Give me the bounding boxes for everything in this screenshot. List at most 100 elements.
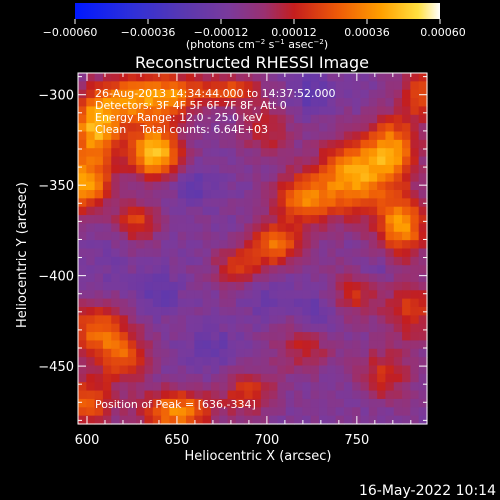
- heatmap-cell: [227, 348, 237, 358]
- heatmap-cell: [385, 407, 395, 417]
- heatmap-cell: [244, 198, 254, 208]
- heatmap-cell: [127, 114, 137, 124]
- heatmap-cell: [202, 281, 212, 291]
- axis-ticks: 600 650 700 750−300−350−400−450: [38, 73, 427, 448]
- heatmap-cell: [102, 332, 112, 342]
- heatmap-cell: [410, 332, 420, 342]
- heatmap-cell: [177, 390, 187, 400]
- heatmap-cell: [161, 281, 171, 291]
- heatmap-cell: [210, 298, 220, 308]
- heatmap-cell: [235, 373, 245, 383]
- heatmap-cell: [186, 148, 195, 158]
- heatmap-cell: [177, 315, 187, 325]
- heatmap-cell: [302, 139, 312, 149]
- heatmap-cell: [318, 332, 328, 342]
- heatmap-cell: [277, 164, 287, 174]
- heatmap-cell: [294, 273, 303, 283]
- heatmap-cell: [327, 398, 337, 408]
- heatmap-cell: [94, 215, 104, 225]
- heatmap-cell: [402, 315, 411, 325]
- heatmap-cell: [418, 81, 428, 91]
- heatmap-cell: [177, 114, 187, 124]
- heatmap-cell: [377, 265, 387, 275]
- heatmap-cell: [377, 415, 387, 425]
- heatmap-cell: [302, 290, 312, 300]
- heatmap-cell: [393, 81, 403, 91]
- heatmap-cell: [285, 223, 295, 233]
- heatmap-cell: [269, 89, 279, 99]
- heatmap-cell: [78, 81, 87, 91]
- heatmap-cell: [393, 273, 403, 283]
- heatmap-cell: [219, 281, 229, 291]
- heatmap-cell: [418, 123, 428, 133]
- heatmap-cell: [177, 382, 187, 392]
- heatmap-cell: [136, 231, 146, 241]
- heatmap-cell: [327, 323, 337, 333]
- heatmap-cell: [127, 398, 137, 408]
- heatmap-cell: [252, 307, 262, 316]
- heatmap-cell: [102, 190, 112, 199]
- heatmap-cell: [194, 131, 204, 141]
- colorbar-tick-label: 0.00060: [420, 26, 466, 39]
- heatmap-cell: [260, 89, 270, 99]
- heatmap-cell: [277, 148, 287, 158]
- heatmap-cell: [302, 198, 312, 208]
- heatmap-cell: [186, 223, 195, 233]
- heatmap-cell: [335, 231, 345, 241]
- heatmap-cell: [78, 231, 87, 241]
- heatmap-cell: [152, 248, 162, 258]
- heatmap-cell: [111, 398, 121, 408]
- heatmap-cell: [327, 315, 337, 325]
- heatmap-cell: [227, 248, 237, 258]
- heatmap-cell: [252, 415, 262, 425]
- heatmap-cell: [310, 89, 320, 99]
- heatmap-cell: [144, 265, 154, 275]
- heatmap-cell: [244, 273, 254, 283]
- heatmap-cell: [302, 81, 312, 91]
- heatmap-cell: [78, 256, 87, 266]
- heatmap-cell: [169, 106, 179, 116]
- heatmap-cell: [352, 357, 362, 367]
- heatmap-cell: [194, 290, 204, 300]
- heatmap-cell: [269, 98, 279, 108]
- heatmap-cell: [177, 156, 187, 166]
- x-tick-label: 700: [254, 433, 279, 448]
- heatmap-cell: [418, 240, 428, 250]
- heatmap-cell: [343, 348, 353, 358]
- heatmap-cell: [169, 365, 179, 375]
- heatmap-cell: [252, 240, 262, 250]
- heatmap-cell: [318, 340, 328, 350]
- heatmap-cell: [410, 198, 420, 208]
- heatmap-cell: [269, 198, 279, 208]
- heatmap-cell: [186, 315, 195, 325]
- heatmap-cell: [294, 164, 303, 174]
- heatmap-cell: [78, 114, 87, 124]
- heatmap-cell: [111, 382, 121, 392]
- heatmap-cell: [102, 123, 112, 133]
- heatmap-cell: [294, 390, 303, 400]
- heatmap-cell: [418, 148, 428, 158]
- heatmap-cell: [161, 156, 171, 166]
- heatmap-cell: [152, 348, 162, 358]
- heatmap-cell: [302, 89, 312, 99]
- heatmap-cell: [418, 357, 428, 367]
- heatmap-cell: [368, 265, 378, 275]
- heatmap-cell: [152, 156, 162, 166]
- heatmap-cell: [335, 173, 345, 183]
- heatmap-cell: [194, 114, 204, 124]
- heatmap-cell: [252, 340, 262, 350]
- heatmap-cell: [186, 156, 195, 166]
- heatmap-cell: [285, 256, 295, 266]
- heatmap-cell: [194, 357, 204, 367]
- heatmap-cell: [368, 131, 378, 141]
- heatmap-cell: [269, 248, 279, 258]
- heatmap-cell: [318, 398, 328, 408]
- heatmap-cell: [78, 398, 87, 408]
- heatmap-cell: [177, 164, 187, 174]
- heatmap-cell: [385, 256, 395, 266]
- heatmap-cell: [393, 340, 403, 350]
- heatmap-cell: [410, 248, 420, 258]
- heatmap-cell: [402, 231, 411, 241]
- heatmap-cell: [368, 357, 378, 367]
- heatmap-cell: [210, 223, 220, 233]
